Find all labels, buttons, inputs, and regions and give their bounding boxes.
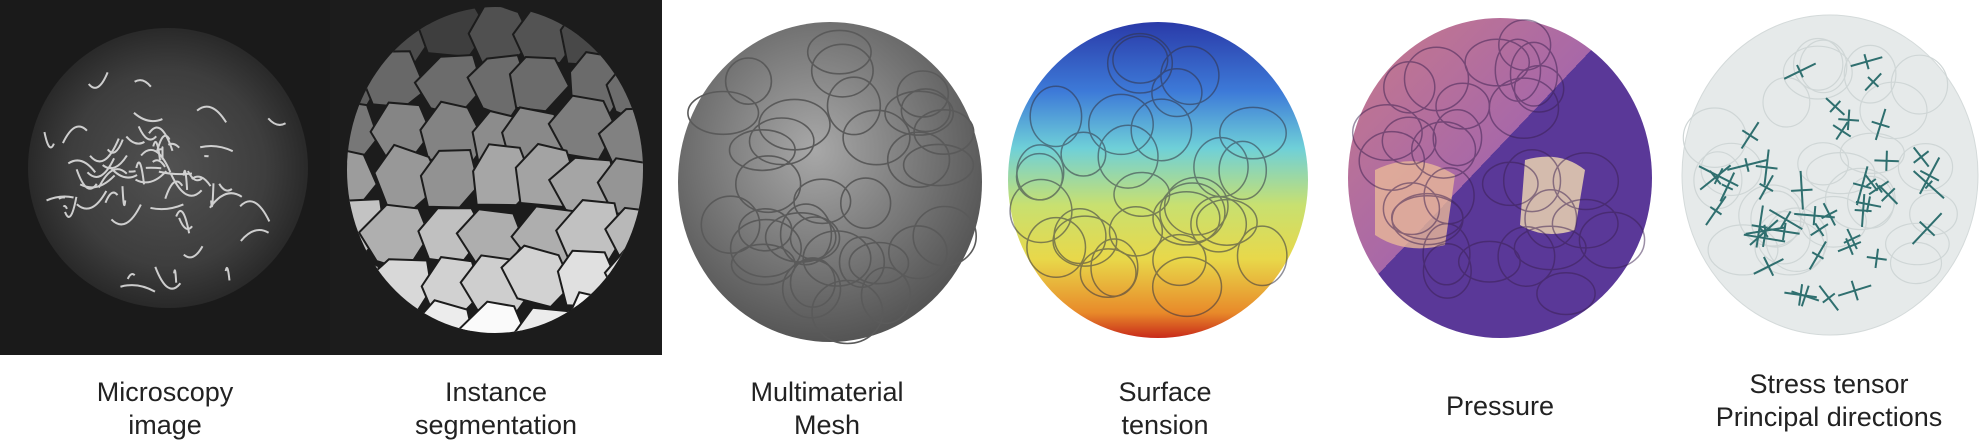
caption-segmentation: Instance segmentation: [414, 377, 578, 440]
pressure-image: [1348, 18, 1652, 338]
panel-segmentation: Instance segmentation: [330, 0, 662, 448]
tension-image: [1008, 22, 1308, 338]
mesh-image: [678, 22, 982, 345]
caption-stress: Stress tensor Principal directions: [1715, 369, 1943, 432]
segmentation-image: [330, 0, 662, 355]
caption-tension: Surface tension: [1118, 377, 1212, 440]
caption-pressure: Pressure: [1445, 391, 1555, 421]
panel-mesh: Multimaterial Mesh: [662, 0, 992, 448]
panel-microscopy: Microscopy image: [0, 0, 330, 448]
microscopy-image: [0, 0, 330, 355]
stress-image: [1681, 14, 1979, 336]
panel-pressure: Pressure: [1335, 0, 1665, 448]
panel-tension: Surface tension: [1000, 0, 1330, 448]
caption-mesh: Multimaterial Mesh: [750, 377, 904, 440]
panel-stress: Stress tensor Principal directions: [1670, 0, 1988, 448]
caption-microscopy: Microscopy image: [96, 377, 234, 440]
